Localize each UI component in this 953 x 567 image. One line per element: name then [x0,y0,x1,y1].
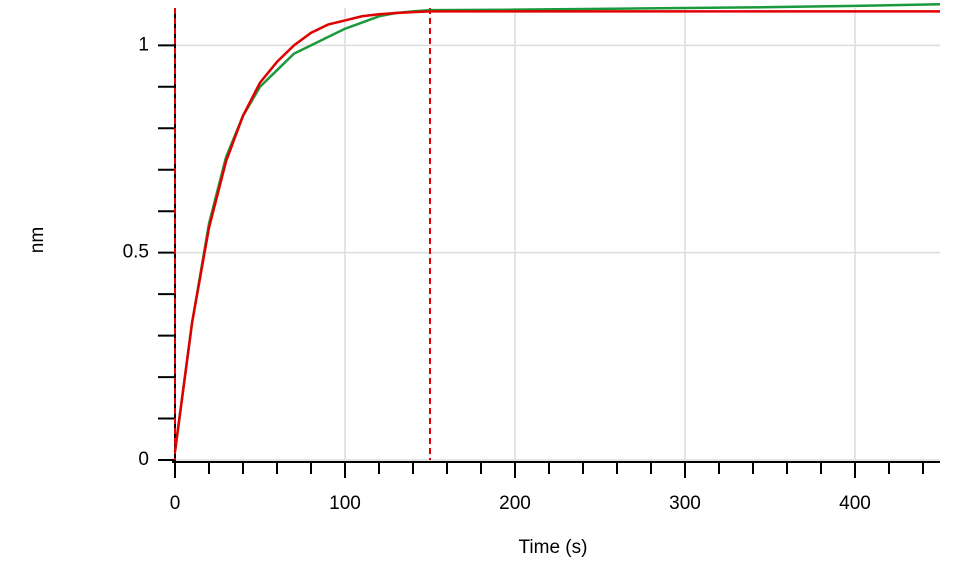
x-tick-label: 200 [499,493,531,514]
x-tick-label: 100 [329,493,361,514]
y-tick-label: 1 [138,34,149,55]
y-tick-label: 0.5 [123,242,149,263]
y-tick-label: 0 [138,449,149,470]
x-axis-label: Time (s) [519,537,588,558]
x-tick-label: 0 [170,493,181,514]
series-line [173,10,940,452]
y-axis-label: nm [27,227,48,253]
x-tick-label: 400 [839,493,871,514]
series-line [173,3,941,452]
x-tick-label: 300 [669,493,701,514]
